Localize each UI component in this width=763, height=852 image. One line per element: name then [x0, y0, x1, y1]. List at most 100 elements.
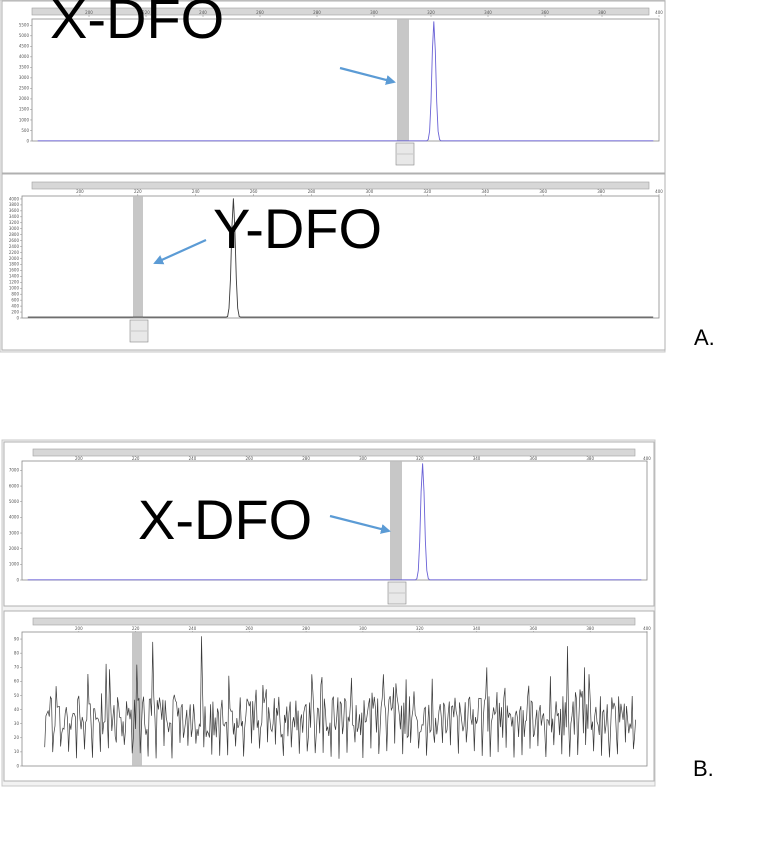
bin-highlight [397, 19, 409, 141]
y-tick-label: 1000 [9, 286, 20, 291]
x-axis-ticks: 200 220 240 260 280 300 320 340 360 380 400 [85, 10, 663, 17]
x-axis-ticks: 200 220 240 260 280 300 320 340 360 380 400 [75, 626, 651, 633]
y-tick-label: 70 [14, 665, 20, 670]
bin-highlight [132, 632, 142, 766]
panel-letter-b: B. [693, 756, 714, 781]
y-tick-label: 4500 [19, 44, 30, 49]
arrow [329, 514, 391, 534]
panel-a-top-chart: 200 220 240 260 280 300 320 340 360 380 400 0 500 10… [1, 0, 666, 174]
x-tick-label: 380 [586, 626, 594, 631]
y-tick-label: 4000 [9, 515, 20, 520]
chart-title-bar [31, 7, 650, 16]
y-tick-label: 1400 [9, 274, 20, 279]
y-axis-ticks: 0200400600800100012001400160018002000220… [9, 196, 22, 320]
x-axis-ticks: 200 220 240 260 280 300 320 340 360 380 400 [76, 189, 663, 196]
x-tick-label: 260 [250, 189, 258, 194]
x-tick-label: 400 [655, 10, 663, 15]
x-tick-label: 400 [655, 189, 663, 194]
plot-area [21, 195, 660, 319]
panel-b-top-chart: 200 220 240 260 280 300 320 340 360 380 400 0 1000 2… [3, 441, 655, 607]
panel-b: 200 220 240 260 280 300 320 340 360 380 400 010002… [1, 439, 656, 787]
y-tick-label: 3000 [19, 75, 30, 80]
y-tick-label: 3800 [9, 202, 20, 207]
y-tick-label: 3500 [19, 65, 30, 70]
y-tick-label: 20 [14, 735, 20, 740]
y-tick-label: 400 [11, 303, 19, 308]
y-tick-label: 500 [21, 128, 29, 133]
panel-a-bottom-chart: 200 220 240 260 280 300 320 340 360 380 400 020040… [1, 173, 666, 351]
y-tick-label: 1500 [19, 107, 30, 112]
y-tick-label: 0 [16, 577, 19, 582]
y-tick-label: 10 [14, 749, 20, 754]
y-axis-ticks: 0 1000 2000 3000 4000 5000 6000 7000 [9, 468, 22, 582]
x-tick-label: 360 [539, 189, 547, 194]
x-tick-label: 280 [313, 10, 321, 15]
arrow [153, 238, 207, 265]
x-tick-label: 260 [245, 456, 253, 461]
y-tick-label: 0 [16, 315, 19, 320]
x-tick-label: 220 [132, 626, 140, 631]
y-tick-label: 2800 [9, 232, 20, 237]
x-tick-label: 360 [541, 10, 549, 15]
x-tick-label: 240 [192, 189, 200, 194]
chart-title-bar [32, 448, 636, 457]
y-tick-label: 4000 [9, 196, 20, 201]
x-tick-label: 300 [359, 456, 367, 461]
y-tick-label: 1800 [9, 262, 20, 267]
panel-a: 200 220 240 260 280 300 320 340 360 380 400 0 500 10… [0, 0, 666, 353]
panel-b-bottom-chart: 200 220 240 260 280 300 320 340 360 380 400 0 10 20 3… [3, 610, 655, 782]
y-tick-label: 800 [11, 291, 19, 296]
plot-area [21, 631, 648, 767]
y-tick-label: 1600 [9, 268, 20, 273]
y-tick-label: 2000 [9, 546, 20, 551]
x-tick-label: 320 [416, 456, 424, 461]
y-tick-label: 2400 [9, 244, 20, 249]
arrow [339, 66, 396, 85]
x-tick-label: 320 [424, 189, 432, 194]
x-tick-label: 380 [598, 10, 606, 15]
bin-highlight [390, 461, 402, 580]
plot-area [21, 460, 648, 581]
x-tick-label: 240 [189, 456, 197, 461]
x-tick-label: 320 [416, 626, 424, 631]
x-tick-label: 320 [427, 10, 435, 15]
y-tick-label: 3200 [9, 220, 20, 225]
panel-letter-a: A. [694, 325, 715, 350]
x-tick-label: 280 [302, 456, 310, 461]
y-tick-label: 40 [14, 707, 20, 712]
y-axis-ticks: 0 10 20 30 40 50 60 70 80 90 [14, 636, 22, 768]
y-tick-label: 0 [26, 138, 29, 143]
y-tick-label: 50 [14, 693, 20, 698]
x-tick-label: 380 [597, 189, 605, 194]
x-tick-label: 300 [366, 189, 374, 194]
y-tick-label: 5000 [19, 33, 30, 38]
x-tick-label: 220 [132, 456, 140, 461]
x-tick-label: 300 [359, 626, 367, 631]
y-tick-label: 90 [14, 636, 20, 641]
x-tick-label: 360 [530, 626, 538, 631]
x-tick-label: 360 [530, 456, 538, 461]
chart-title-bar [31, 181, 650, 190]
trace-blue [37, 21, 654, 142]
y-tick-label: 5000 [9, 499, 20, 504]
x-tick-label: 200 [75, 456, 83, 461]
x-tick-label: 240 [199, 10, 207, 15]
y-tick-label: 1200 [9, 280, 20, 285]
chart-title-bar [32, 617, 636, 626]
x-tick-label: 220 [142, 10, 150, 15]
y-tick-label: 1000 [9, 562, 20, 567]
trace-black [27, 198, 654, 318]
y-tick-label: 2200 [9, 250, 20, 255]
x-tick-label: 400 [643, 456, 651, 461]
x-tick-label: 220 [134, 189, 142, 194]
y-tick-label: 7000 [9, 468, 20, 473]
x-tick-label: 340 [484, 10, 492, 15]
x-tick-label: 400 [643, 626, 651, 631]
x-tick-label: 260 [245, 626, 253, 631]
y-tick-label: 2000 [19, 96, 30, 101]
y-tick-label: 1000 [19, 117, 30, 122]
x-tick-label: 280 [308, 189, 316, 194]
y-tick-label: 3400 [9, 214, 20, 219]
